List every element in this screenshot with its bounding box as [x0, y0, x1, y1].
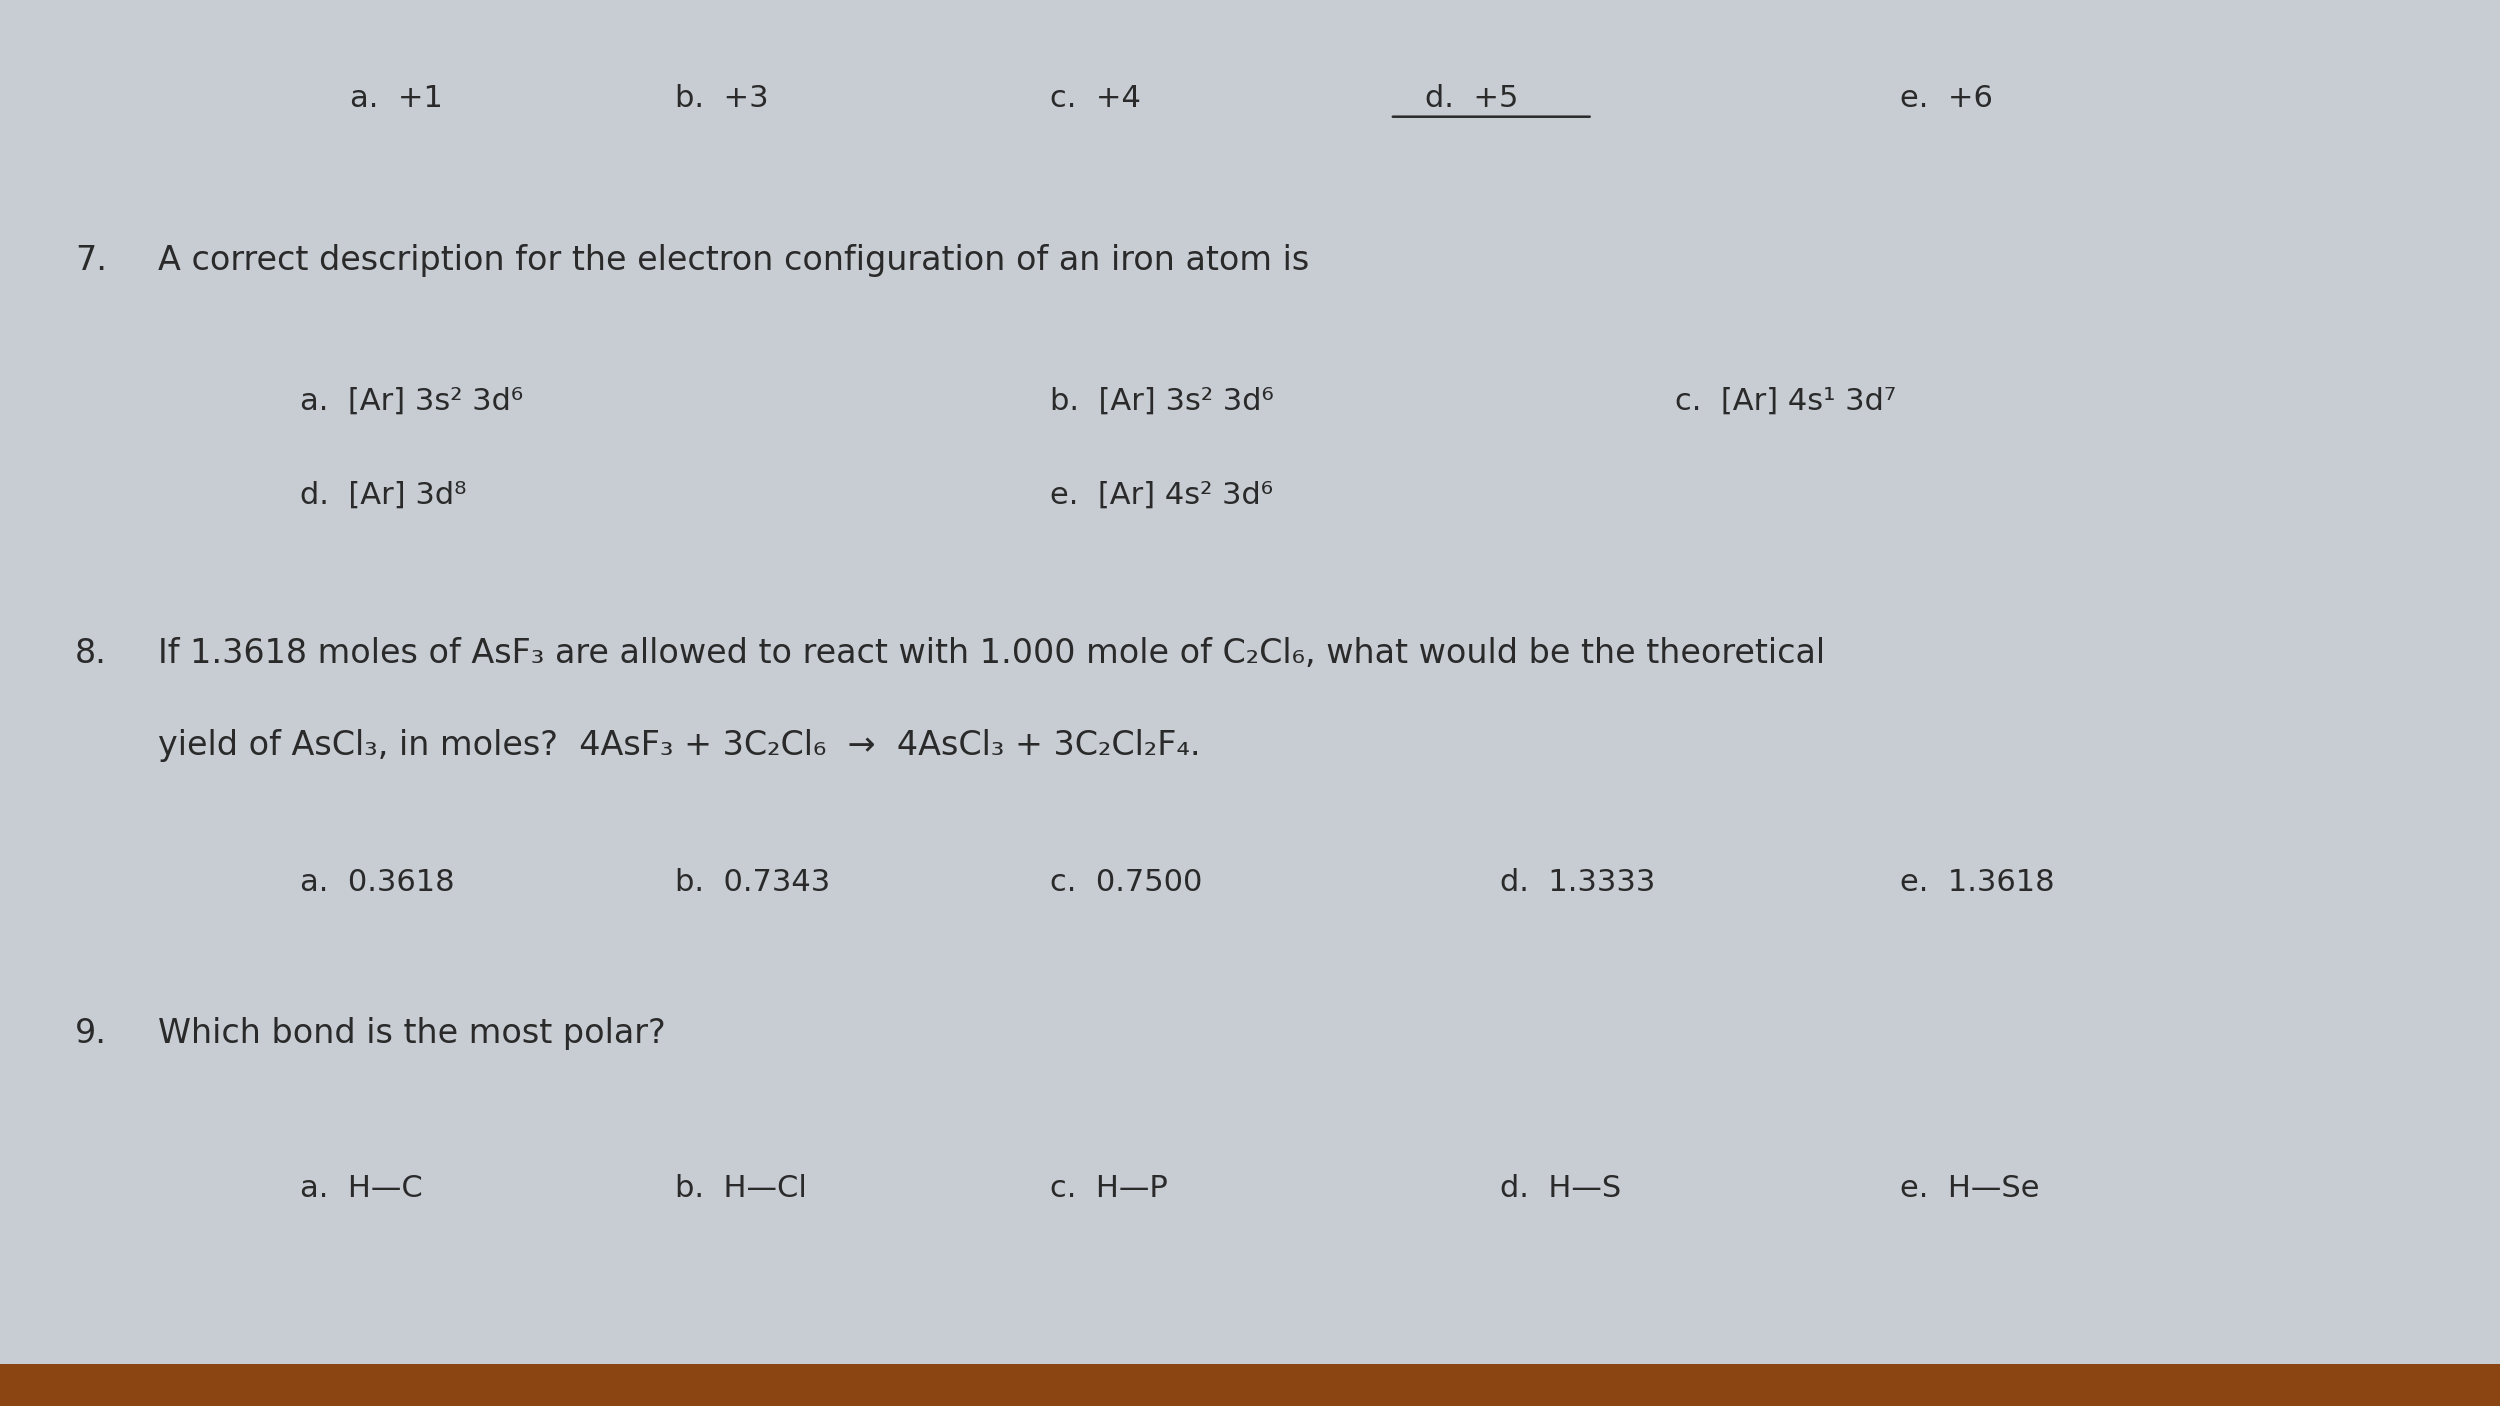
Text: c.  +4: c. +4 — [1050, 84, 1140, 112]
Text: d.  H—S: d. H—S — [1500, 1174, 1622, 1202]
Text: c.  H—P: c. H—P — [1050, 1174, 1168, 1202]
Text: yield of AsCl₃, in moles?  4AsF₃ + 3C₂Cl₆  →  4AsCl₃ + 3C₂Cl₂F₄.: yield of AsCl₃, in moles? 4AsF₃ + 3C₂Cl₆… — [158, 728, 1200, 762]
Bar — [0, 1364, 2500, 1406]
Text: e.  [Ar] 4s² 3d⁶: e. [Ar] 4s² 3d⁶ — [1050, 481, 1272, 509]
Text: b.  +3: b. +3 — [675, 84, 768, 112]
Text: d.  [Ar] 3d⁸: d. [Ar] 3d⁸ — [300, 481, 468, 509]
Text: A correct description for the electron configuration of an iron atom is: A correct description for the electron c… — [158, 243, 1310, 277]
Text: a.  0.3618: a. 0.3618 — [300, 869, 455, 897]
Text: 7.: 7. — [75, 243, 108, 277]
Text: a.  +1: a. +1 — [350, 84, 442, 112]
Text: b.  H—Cl: b. H—Cl — [675, 1174, 808, 1202]
Text: 9.: 9. — [75, 1017, 108, 1050]
Text: a.  [Ar] 3s² 3d⁶: a. [Ar] 3s² 3d⁶ — [300, 387, 522, 415]
Text: b.  [Ar] 3s² 3d⁶: b. [Ar] 3s² 3d⁶ — [1050, 387, 1275, 415]
Text: e.  1.3618: e. 1.3618 — [1900, 869, 2055, 897]
Text: Which bond is the most polar?: Which bond is the most polar? — [158, 1017, 665, 1050]
Text: b.  0.7343: b. 0.7343 — [675, 869, 830, 897]
Text: d.  +5: d. +5 — [1425, 84, 1517, 112]
Text: d.  1.3333: d. 1.3333 — [1500, 869, 1655, 897]
Text: c.  [Ar] 4s¹ 3d⁷: c. [Ar] 4s¹ 3d⁷ — [1675, 387, 1895, 415]
Text: a.  H—C: a. H—C — [300, 1174, 423, 1202]
Text: 8.: 8. — [75, 637, 108, 671]
Text: c.  0.7500: c. 0.7500 — [1050, 869, 1202, 897]
Text: e.  H—Se: e. H—Se — [1900, 1174, 2040, 1202]
Text: If 1.3618 moles of AsF₃ are allowed to react with 1.000 mole of C₂Cl₆, what woul: If 1.3618 moles of AsF₃ are allowed to r… — [158, 637, 1825, 671]
Text: e.  +6: e. +6 — [1900, 84, 1992, 112]
